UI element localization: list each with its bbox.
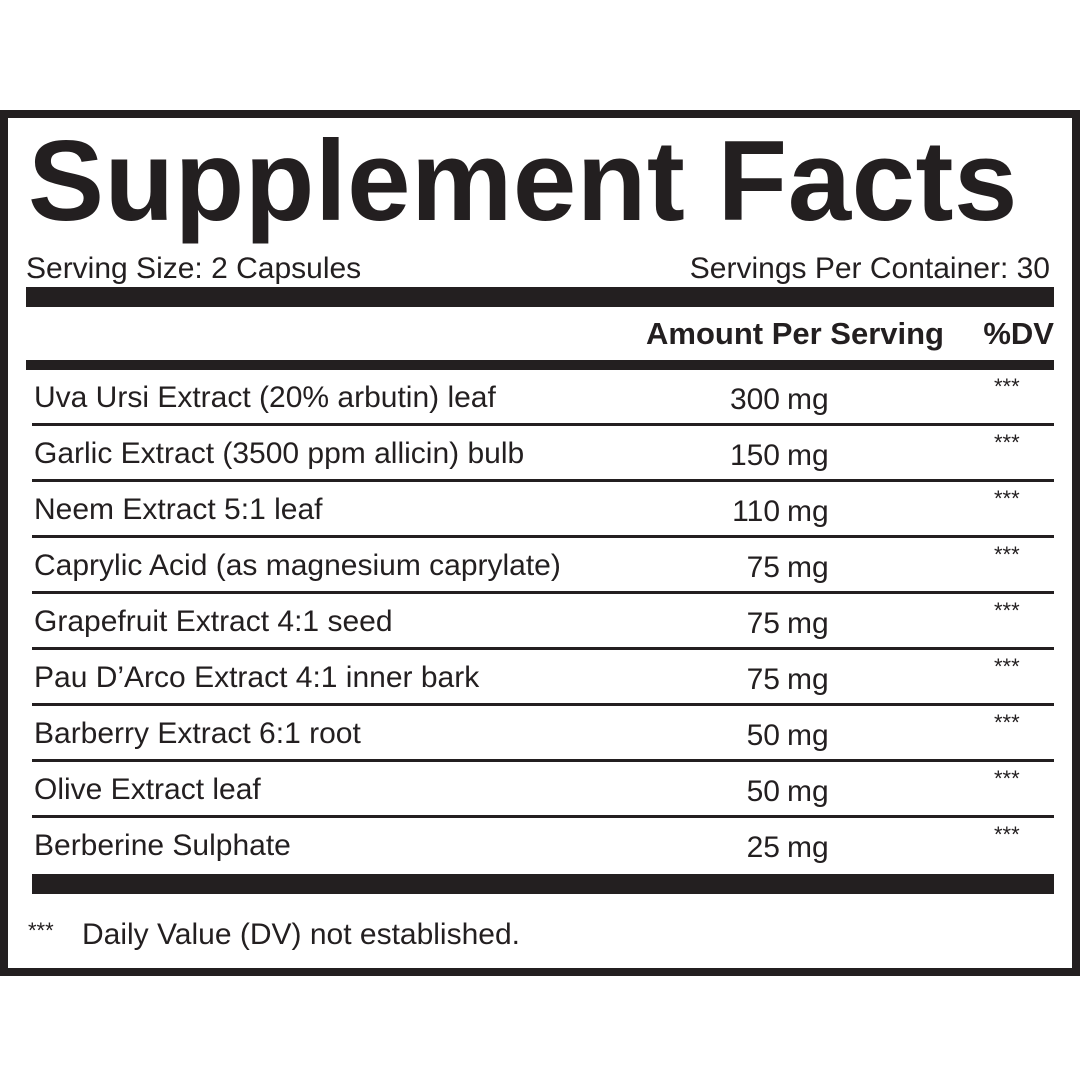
- serving-size: Serving Size: 2 Capsules: [26, 252, 362, 285]
- row-divider: [32, 759, 1054, 762]
- ingredient-row: Garlic Extract (3500 ppm allicin) bulb 15…: [32, 426, 1054, 482]
- ingredient-name: Berberine Sulphate: [34, 829, 291, 862]
- ingredient-name: Uva Ursi Extract (20% arbutin) leaf: [34, 381, 496, 414]
- row-divider: [32, 647, 1054, 650]
- ingredient-unit: mg: [787, 831, 829, 864]
- ingredient-unit: mg: [787, 663, 829, 696]
- ingredient-row: Barberry Extract 6:1 root 50 mg ***: [32, 706, 1054, 762]
- row-divider: [32, 535, 1054, 538]
- ingredient-amount: 110: [732, 495, 780, 528]
- ingredient-unit: mg: [787, 495, 829, 528]
- header-divider: [26, 360, 1054, 370]
- thick-divider: [26, 287, 1054, 307]
- ingredient-name: Caprylic Acid (as magnesium caprylate): [34, 549, 561, 582]
- ingredient-name: Neem Extract 5:1 leaf: [34, 493, 323, 526]
- bottom-thick-divider: [32, 874, 1054, 894]
- ingredient-amount: 300: [729, 383, 780, 416]
- ingredient-amount: 25: [746, 831, 780, 864]
- ingredient-row: Pau D’Arco Extract 4:1 inner bark 75 mg ***: [32, 650, 1054, 706]
- ingredient-dv: ***: [994, 654, 1020, 679]
- amount-per-serving-header: Amount Per Serving: [646, 316, 944, 351]
- ingredient-unit: mg: [787, 551, 829, 584]
- row-divider: [32, 423, 1054, 426]
- ingredient-amount: 50: [746, 775, 780, 808]
- footnote-text: Daily Value (DV) not established.: [82, 918, 520, 951]
- ingredient-amount: 75: [746, 607, 780, 640]
- ingredient-row: Berberine Sulphate 25 mg ***: [32, 818, 1054, 874]
- ingredient-dv: ***: [994, 486, 1020, 511]
- ingredient-dv: ***: [994, 710, 1020, 735]
- ingredient-row: Grapefruit Extract 4:1 seed 75 mg ***: [32, 594, 1054, 650]
- ingredient-row: Olive Extract leaf 50 mg ***: [32, 762, 1054, 818]
- ingredient-amount: 150: [729, 439, 780, 472]
- ingredient-amount: 75: [746, 663, 780, 696]
- ingredient-row: Neem Extract 5:1 leaf 110 mg ***: [32, 482, 1054, 538]
- row-divider: [32, 815, 1054, 818]
- ingredient-row: Caprylic Acid (as magnesium caprylate) 75…: [32, 538, 1054, 594]
- footnote-marker: ***: [28, 918, 54, 943]
- servings-per-container: Servings Per Container: 30: [689, 252, 1050, 285]
- ingredient-dv: ***: [994, 542, 1020, 567]
- ingredient-amount: 50: [746, 719, 780, 752]
- ingredient-dv: ***: [994, 598, 1020, 623]
- row-divider: [32, 479, 1054, 482]
- ingredient-unit: mg: [787, 719, 829, 752]
- row-divider: [32, 703, 1054, 706]
- ingredient-amount: 75: [746, 551, 780, 584]
- dv-header: %DV: [983, 316, 1054, 351]
- row-divider: [32, 591, 1054, 594]
- ingredient-unit: mg: [787, 775, 829, 808]
- supplement-facts-panel: Supplement Facts Serving Size: 2 Capsule…: [0, 110, 1080, 976]
- ingredient-row: Uva Ursi Extract (20% arbutin) leaf 300 mg…: [32, 370, 1054, 426]
- ingredient-name: Garlic Extract (3500 ppm allicin) bulb: [34, 437, 525, 470]
- ingredient-name: Barberry Extract 6:1 root: [34, 717, 361, 750]
- ingredient-name: Olive Extract leaf: [34, 773, 261, 806]
- ingredient-dv: ***: [994, 766, 1020, 791]
- panel-title: Supplement Facts: [28, 118, 1018, 245]
- ingredient-dv: ***: [994, 822, 1020, 847]
- ingredient-unit: mg: [787, 439, 829, 472]
- ingredient-unit: mg: [787, 383, 829, 416]
- ingredient-dv: ***: [994, 430, 1020, 455]
- ingredient-name: Grapefruit Extract 4:1 seed: [34, 605, 393, 638]
- ingredient-unit: mg: [787, 607, 829, 640]
- ingredient-name: Pau D’Arco Extract 4:1 inner bark: [34, 661, 480, 694]
- ingredient-dv: ***: [994, 374, 1020, 399]
